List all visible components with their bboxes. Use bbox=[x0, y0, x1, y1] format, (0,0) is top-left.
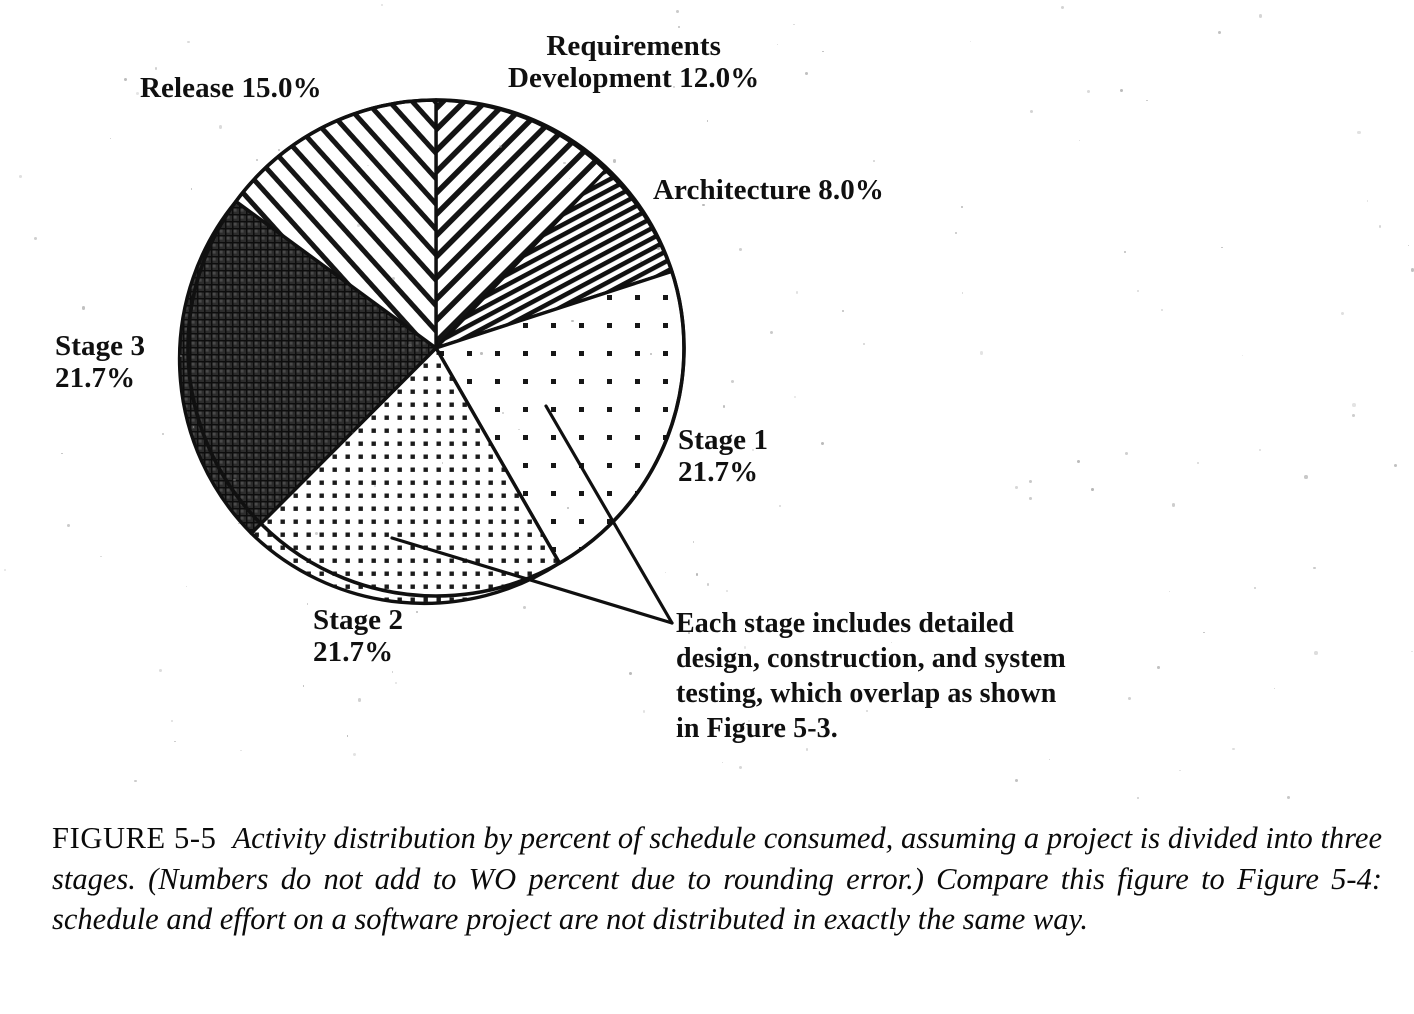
leader-line-stage-2 bbox=[390, 536, 674, 625]
label-stage-1: Stage 1 21.7% bbox=[678, 424, 769, 489]
pie-outline bbox=[186, 98, 686, 598]
pie-chart-figure: Release 15.0% Requirements Development 1… bbox=[55, 30, 1066, 744]
figure-number: FIGURE 5-5 bbox=[52, 821, 217, 855]
label-release: Release 15.0% bbox=[140, 72, 322, 104]
leader-line-stage-1 bbox=[544, 404, 674, 625]
figure-caption: FIGURE 5-5 Activity distribution by perce… bbox=[52, 818, 1382, 940]
label-stage-2: Stage 2 21.7% bbox=[313, 604, 404, 669]
callout-note: Each stage includes detailed design, con… bbox=[676, 608, 1066, 744]
callout-leader-lines bbox=[390, 404, 674, 625]
label-stage-3: Stage 3 21.7% bbox=[55, 330, 146, 395]
figure-caption-text: Activity distribution by percent of sche… bbox=[52, 821, 1382, 937]
pie-chart-svg bbox=[177, 98, 686, 625]
label-architecture: Architecture 8.0% bbox=[653, 174, 884, 206]
label-requirements-development: Requirements Development 12.0% bbox=[508, 30, 760, 95]
pie-slice-stage-3[interactable] bbox=[177, 199, 438, 535]
pie-slice-stage-2[interactable] bbox=[249, 346, 562, 606]
pie-slices bbox=[177, 98, 686, 606]
